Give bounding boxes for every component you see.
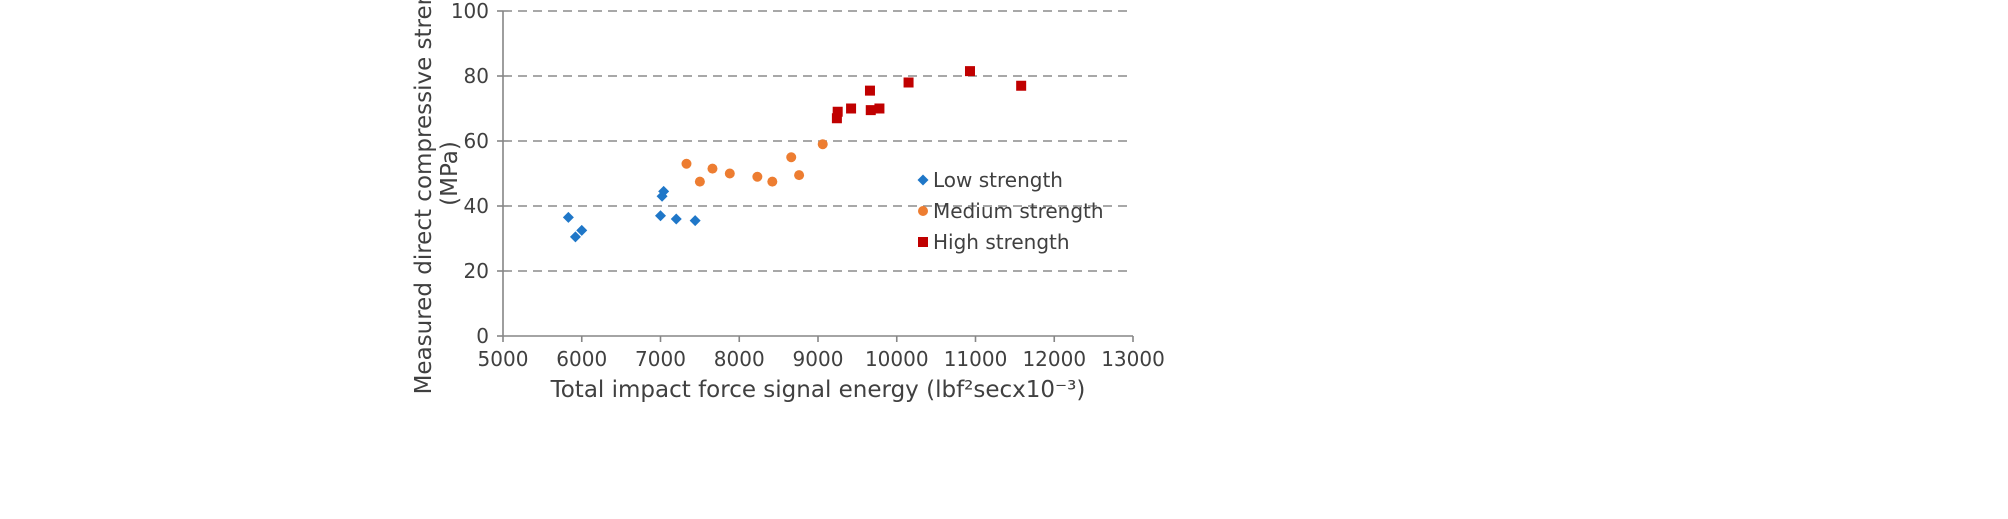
y-tick-label: 20	[464, 259, 489, 283]
medium-strength-point	[786, 152, 797, 163]
high-strength-point	[831, 113, 842, 124]
legend: Low strength Medium strength High strength	[917, 168, 1104, 254]
high-strength-point	[832, 106, 843, 117]
legend-marker-medium-strength	[918, 206, 928, 216]
y-tick-label: 80	[464, 64, 489, 88]
x-tick-label: 11000	[944, 347, 1008, 371]
low-strength-point	[562, 211, 574, 223]
medium-strength-point	[767, 176, 778, 187]
data-points	[562, 66, 1027, 243]
legend-label-medium-strength: Medium strength	[933, 199, 1104, 223]
high-strength-point	[1016, 80, 1027, 91]
high-strength-point	[846, 103, 857, 114]
axes	[497, 10, 1134, 342]
x-tick-label: 9000	[793, 347, 844, 371]
x-tick-label: 8000	[714, 347, 765, 371]
gridlines	[503, 10, 1133, 272]
low-strength-point	[569, 231, 581, 243]
high-strength-point	[874, 103, 885, 114]
medium-strength-point	[707, 163, 718, 174]
legend-marker-low-strength	[917, 174, 929, 186]
legend-label-low-strength: Low strength	[933, 168, 1063, 192]
x-tick-label: 10000	[865, 347, 929, 371]
low-strength-point	[576, 224, 588, 236]
high-strength-point	[865, 105, 876, 116]
medium-strength-point	[794, 170, 805, 181]
high-strength-point	[964, 66, 975, 77]
high-strength-point	[864, 85, 875, 96]
x-tick-label: 6000	[556, 347, 607, 371]
x-tick-label: 13000	[1101, 347, 1165, 371]
medium-strength-point	[724, 168, 735, 179]
medium-strength-point	[817, 139, 828, 150]
y-axis-title-unit: (MPa)	[437, 141, 463, 206]
y-axis-title: Measured direct compressive strength	[411, 0, 437, 394]
x-tick-label: 5000	[478, 347, 529, 371]
y-tick-label: 40	[464, 194, 489, 218]
low-strength-point	[689, 215, 701, 227]
medium-strength-point	[752, 171, 763, 182]
x-axis-title: Total impact force signal energy (lbf²se…	[550, 377, 1086, 403]
high-strength-point	[903, 77, 914, 88]
low-strength-point	[658, 185, 670, 197]
legend-label-high-strength: High strength	[933, 230, 1070, 254]
x-tick-label: 12000	[1022, 347, 1086, 371]
x-tick-label: 7000	[635, 347, 686, 371]
legend-marker-high-strength	[918, 237, 928, 247]
y-tick-label: 100	[451, 0, 489, 23]
y-tick-label: 60	[464, 129, 489, 153]
low-strength-point	[655, 210, 666, 222]
y-tick-label: 0	[476, 324, 489, 348]
low-strength-point	[670, 213, 682, 225]
medium-strength-point	[694, 176, 705, 187]
tick-labels: 0 20 40 60 80 100 5000 6000 7000 8000 9000 10000 110…	[451, 0, 1165, 371]
medium-strength-point	[681, 158, 692, 169]
